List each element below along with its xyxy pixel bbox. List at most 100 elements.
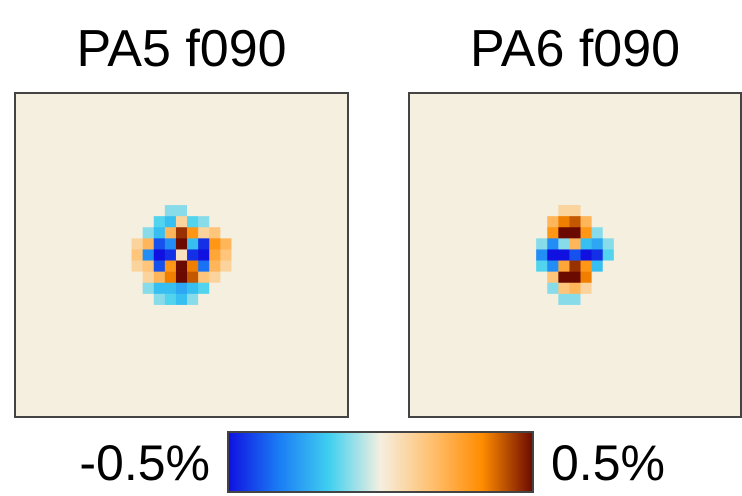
heatmap-cell [198, 260, 210, 272]
heatmap-cell [175, 216, 188, 228]
heatmap-cell [569, 249, 581, 261]
heatmap-cell [209, 249, 221, 261]
heatmap-cell [513, 260, 526, 272]
heatmap-cell [536, 249, 548, 261]
heatmap-cell [120, 260, 132, 272]
heatmap-cell [220, 249, 232, 261]
heatmap-cell [175, 282, 188, 295]
heatmap-cell [602, 293, 615, 306]
heatmap-cell [525, 282, 537, 295]
heatmap-cell [591, 260, 604, 272]
heatmap-cell [209, 216, 221, 228]
heatmap-cell [624, 304, 637, 317]
heatmap-cell [142, 238, 155, 250]
panel-title: PA5 f090 [76, 20, 286, 78]
heatmap-cell [220, 216, 232, 228]
heatmap-cell [613, 216, 626, 228]
heatmap-cell [547, 304, 559, 317]
heatmap-cell [525, 271, 537, 284]
heatmap-cell [558, 260, 570, 272]
heatmap-cell [525, 227, 537, 239]
heatmap-cell [120, 205, 132, 217]
heatmap-cell [153, 193, 166, 206]
heatmap-cell [198, 216, 210, 228]
heatmap-cell [175, 193, 188, 206]
heatmap-cell [120, 271, 132, 284]
heatmap-cell [209, 238, 221, 250]
heatmap-cell [153, 293, 166, 306]
heatmap-cell [569, 193, 581, 206]
heatmap-cell [120, 227, 132, 239]
heatmap-cell [220, 304, 232, 317]
heatmap-cell [220, 205, 232, 217]
heatmap-cell [209, 205, 221, 217]
heatmap-cell [231, 249, 243, 261]
heatmap-cell [175, 205, 188, 217]
heatmap-cell [624, 282, 637, 295]
heatmap-cell [580, 304, 592, 317]
heatmap-cell [153, 271, 166, 284]
heatmap-cell [142, 205, 155, 217]
heatmap-cell [624, 205, 637, 217]
heatmap-cell [164, 193, 177, 206]
heatmap-cell [547, 282, 559, 295]
heatmap-cell [602, 260, 615, 272]
heatmap-cell [220, 260, 232, 272]
heatmap-cell [187, 271, 199, 284]
heatmap-cell [591, 249, 604, 261]
heatmap-cell [209, 260, 221, 272]
heatmap-cell [624, 216, 637, 228]
heatmap-cell [187, 238, 199, 250]
heatmap-cell [198, 293, 210, 306]
heatmap-cell [187, 205, 199, 217]
heatmap-cell [558, 282, 570, 295]
heatmap-cell [624, 293, 637, 306]
heatmap-cell [624, 271, 637, 284]
heatmap-cell [536, 216, 548, 228]
heatmap-cell [175, 271, 188, 284]
heatmap-cell [602, 282, 615, 295]
heatmap-cell [536, 205, 548, 217]
panel-title: PA6 f090 [470, 20, 680, 78]
heatmap-cell [164, 238, 177, 250]
heatmap-cell [164, 249, 177, 261]
heatmap-cell [525, 304, 537, 317]
heatmap-cell [613, 238, 626, 250]
colorbar [227, 431, 534, 493]
heatmap-cell [198, 205, 210, 217]
heatmap-cell [142, 293, 155, 306]
heatmap-cell [602, 216, 615, 228]
heatmap-cell [131, 249, 143, 261]
heatmap-cell [120, 282, 132, 295]
heatmap-cell [602, 205, 615, 217]
heatmap-cell [547, 205, 559, 217]
heatmap-cell [613, 282, 626, 295]
heatmap-cell [525, 260, 537, 272]
heatmap-cell [164, 271, 177, 284]
heatmap-cell [175, 249, 188, 261]
colorbar-tick-label: 0.5% [551, 435, 665, 491]
heatmap-cell [209, 304, 221, 317]
heatmap-cell [580, 293, 592, 306]
heatmap-cell [513, 282, 526, 295]
heatmap-cell [231, 216, 243, 228]
heatmap-cell [153, 260, 166, 272]
heatmap-cell [175, 227, 188, 239]
heatmap-cell [624, 260, 637, 272]
heatmap-cell [187, 282, 199, 295]
heatmap-cell [220, 227, 232, 239]
heatmap-cell [198, 238, 210, 250]
heatmap-cell [525, 238, 537, 250]
heatmap-cell [580, 260, 592, 272]
heatmap-cell [602, 227, 615, 239]
heatmap-cell [513, 271, 526, 284]
heatmap-cell [231, 260, 243, 272]
heatmap-cell [142, 282, 155, 295]
heatmap-cell [569, 293, 581, 306]
heatmap-cell [142, 193, 155, 206]
heatmap-cell [613, 193, 626, 206]
heatmap-cell [187, 193, 199, 206]
heatmap-cell [613, 271, 626, 284]
heatmap-cell [220, 271, 232, 284]
heatmap-cell [153, 216, 166, 228]
